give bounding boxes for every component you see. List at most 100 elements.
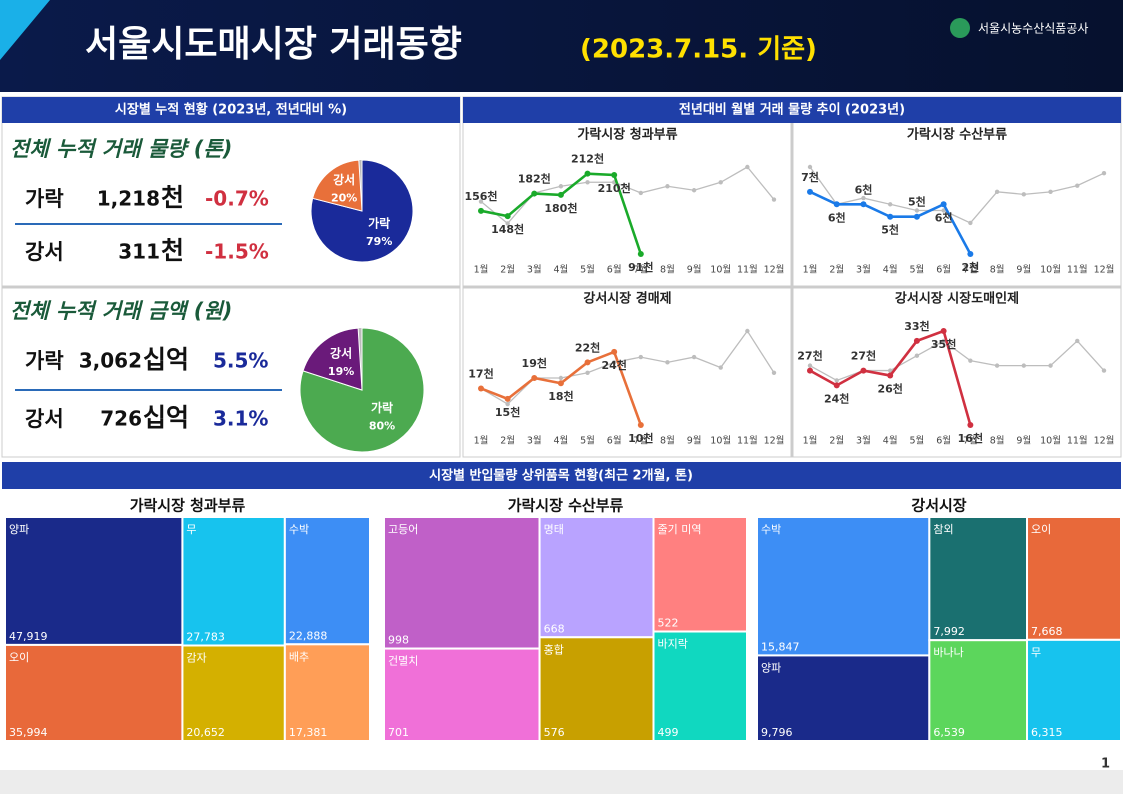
point bbox=[887, 202, 893, 207]
point bbox=[665, 184, 670, 189]
summary-heading: 전체 누적 거래 금액 (원) bbox=[10, 299, 232, 323]
tile-label: 감자 bbox=[186, 651, 206, 664]
tile-label: 양파 bbox=[9, 523, 29, 536]
data-label: 33천 bbox=[904, 319, 929, 333]
point bbox=[1075, 338, 1080, 344]
point bbox=[745, 164, 750, 170]
tile-value: 20,652 bbox=[186, 726, 225, 739]
tile-value: 9,796 bbox=[761, 726, 793, 739]
x-tick-label: 5월 bbox=[580, 435, 595, 447]
summary-title: 시장별 누적 현황 (2023년, 전년대비 %) bbox=[115, 102, 347, 118]
slice-label: 가락 bbox=[368, 216, 390, 231]
treemap-tile bbox=[652, 630, 748, 742]
point bbox=[478, 207, 484, 214]
market-name: 가락 bbox=[25, 349, 64, 373]
tile-value: 15,847 bbox=[761, 640, 800, 653]
summary-heading: 전체 누적 거래 물량 (톤) bbox=[10, 137, 232, 161]
point bbox=[1101, 368, 1107, 373]
tile-label: 바나나 bbox=[933, 646, 963, 659]
point bbox=[941, 338, 946, 344]
data-label: 19천 bbox=[522, 356, 547, 370]
point bbox=[611, 171, 618, 178]
x-tick-label: 9월 bbox=[687, 264, 702, 276]
point bbox=[585, 370, 590, 375]
data-label: 5천 bbox=[908, 195, 926, 209]
tile-value: 522 bbox=[658, 617, 679, 630]
data-label: 91천 bbox=[628, 260, 653, 274]
treemap-tile bbox=[652, 516, 748, 633]
slice-value: 20% bbox=[331, 191, 357, 204]
treemap-title: 가락시장 수산부류 bbox=[508, 497, 624, 515]
pie-slice bbox=[302, 327, 363, 391]
summary-bar bbox=[2, 97, 460, 123]
point bbox=[807, 367, 813, 374]
point bbox=[994, 363, 1000, 368]
tile-label: 수박 bbox=[761, 523, 781, 536]
x-tick-label: 1월 bbox=[474, 435, 489, 447]
point bbox=[478, 199, 484, 204]
data-label: 212천 bbox=[571, 152, 604, 166]
point bbox=[558, 184, 564, 189]
data-label: 180천 bbox=[544, 201, 577, 215]
tile-value: 701 bbox=[388, 726, 409, 739]
point bbox=[557, 191, 564, 198]
data-label: 5천 bbox=[881, 223, 899, 237]
x-tick-label: 4월 bbox=[883, 435, 898, 447]
amount: 3,062 bbox=[79, 349, 142, 373]
x-tick-label: 5월 bbox=[580, 264, 595, 276]
tile-value: 576 bbox=[544, 726, 565, 739]
point bbox=[940, 201, 947, 208]
tile-label: 홍합 bbox=[544, 642, 564, 656]
slice-label: 강서 bbox=[330, 346, 352, 361]
x-tick-label: 11월 bbox=[737, 435, 758, 447]
x-tick-label: 5월 bbox=[910, 264, 925, 276]
tile-value: 6,315 bbox=[1031, 726, 1063, 739]
x-tick-label: 4월 bbox=[554, 264, 569, 276]
x-tick-label: 10월 bbox=[710, 435, 731, 447]
point bbox=[887, 368, 893, 373]
tile-value: 35,994 bbox=[9, 726, 48, 739]
market-name: 강서 bbox=[25, 240, 64, 264]
x-tick-label: 7월 bbox=[633, 264, 648, 276]
page-number: 1 bbox=[1101, 757, 1110, 772]
point bbox=[914, 208, 920, 213]
treemap-tile bbox=[538, 516, 655, 639]
point bbox=[584, 359, 591, 366]
point bbox=[887, 213, 894, 220]
point bbox=[557, 380, 564, 387]
point bbox=[807, 188, 813, 195]
point bbox=[994, 189, 1000, 195]
x-tick-label: 3월 bbox=[527, 264, 542, 276]
data-label: 6천 bbox=[855, 182, 873, 196]
point bbox=[967, 251, 974, 257]
footer bbox=[0, 770, 1123, 794]
treemap-tile bbox=[756, 516, 931, 657]
page-title: 서울시도매시장 거래동향 bbox=[85, 24, 462, 65]
x-tick-label: 10월 bbox=[710, 264, 731, 276]
change: 3.1% bbox=[213, 407, 268, 431]
x-tick-label: 9월 bbox=[1016, 264, 1031, 276]
data-label: 156천 bbox=[464, 189, 497, 203]
x-tick-label: 2월 bbox=[500, 435, 515, 447]
point bbox=[691, 188, 697, 193]
chart-title: 강서시장 경매제 bbox=[583, 291, 671, 307]
data-label: 15천 bbox=[495, 405, 520, 419]
point bbox=[478, 385, 484, 392]
point bbox=[665, 360, 670, 365]
x-tick-label: 11월 bbox=[737, 264, 758, 276]
tile-label: 참외 bbox=[933, 523, 953, 536]
point bbox=[968, 220, 973, 226]
chart-title: 가락시장 청과부류 bbox=[577, 127, 677, 143]
data-label: 22천 bbox=[575, 340, 600, 354]
date: (2023.7.15. 기준) bbox=[580, 35, 817, 65]
point bbox=[1101, 171, 1107, 176]
point bbox=[638, 190, 644, 196]
x-tick-label: 6월 bbox=[936, 264, 951, 276]
header-background bbox=[0, 0, 1123, 92]
change: -0.7% bbox=[205, 187, 269, 211]
items-bar bbox=[2, 462, 1121, 489]
treemap-tile bbox=[283, 643, 372, 742]
data-label: 24천 bbox=[824, 391, 849, 405]
pie-slice bbox=[310, 159, 414, 263]
tile-label: 무 bbox=[186, 523, 196, 536]
